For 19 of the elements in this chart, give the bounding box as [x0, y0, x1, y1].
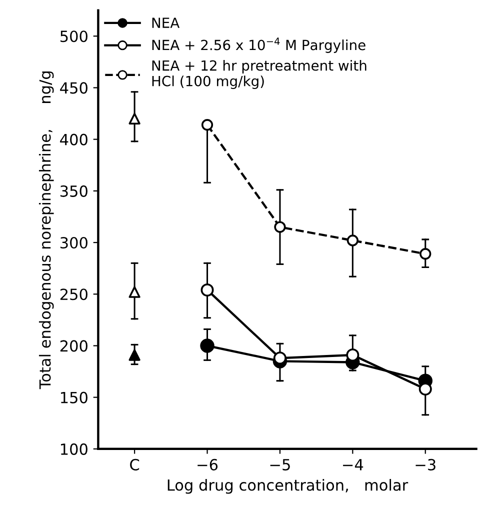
- y-tick-label: 500: [60, 30, 88, 42]
- y-tick-label: 450: [60, 82, 88, 94]
- y-tick-label: 400: [60, 134, 88, 146]
- y-tick-label: 300: [60, 236, 88, 249]
- y-tick-label: 150: [60, 392, 88, 404]
- x-tick-label: −4: [343, 459, 364, 470]
- y-tick-label: 350: [60, 185, 88, 197]
- x-axis-title: Log drug concentration, molar: [168, 478, 408, 494]
- y-tick-label: 200: [60, 340, 88, 352]
- legend-label: NEA: [152, 18, 180, 28]
- x-tick-label: −3: [416, 458, 436, 470]
- y-tick-label: 250: [60, 288, 88, 300]
- y-tick-label: 100: [60, 443, 88, 455]
- x-tick-label: C: [130, 458, 140, 470]
- legend-label: NEA + 2.56 x 10$^{−4}$ M Pargyline: [152, 38, 366, 53]
- x-tick-label: −6: [198, 458, 218, 470]
- x-tick-label: −5: [270, 459, 290, 470]
- legend-label: NEA + 12 hr pretreatment with HCl (100 mg/kg): [152, 60, 366, 90]
- y-axis-title: Total endogenous norepinephrine, ng/g: [38, 71, 54, 390]
